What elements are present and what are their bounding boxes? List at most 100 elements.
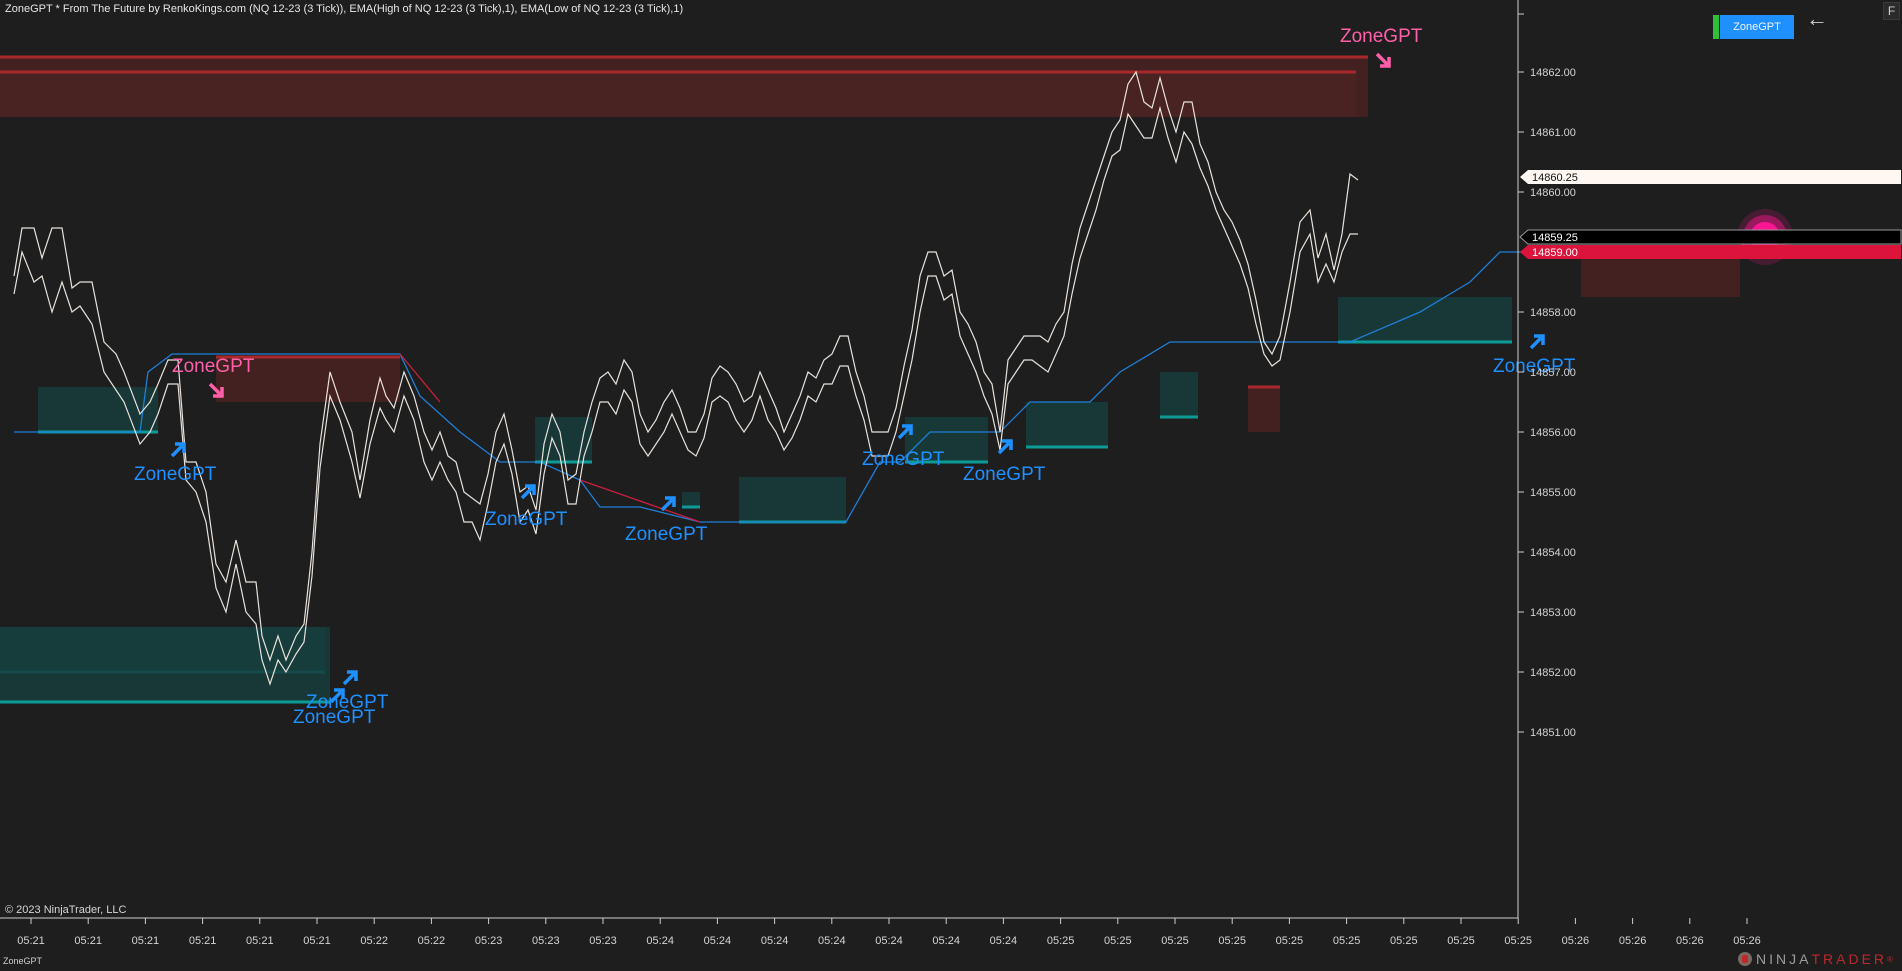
demand-zone [682,492,700,507]
buy-signal: ZoneGPT [862,424,945,470]
signal-label: ZoneGPT [172,356,255,377]
copyright-text: © 2023 NinjaTrader, LLC [5,904,127,916]
supply-zone [0,72,1356,117]
time-tick-label: 05:25 [1276,935,1304,947]
time-tick-label: 05:25 [1047,935,1075,947]
signals-layer: ZoneGPTZoneGPTZoneGPTZoneGPTZoneGPTZoneG… [134,26,1576,728]
time-tick-label: 05:21 [189,935,217,947]
signal-label: ZoneGPT [134,464,217,485]
price-tick-label: 14857.00 [1530,367,1576,379]
ema-line [13,70,1359,662]
buy-signal: ZoneGPT [293,688,376,728]
arrow-up-right-icon [997,439,1013,455]
demand-zone [739,477,846,522]
zonegpt-button-label: ZoneGPT [1720,15,1794,39]
demand-zone [905,417,988,462]
supply-zone [1248,387,1280,432]
signal-label: ZoneGPT [1493,356,1576,377]
price-tick-label: 14853.00 [1530,607,1576,619]
zonegpt-toggle-button[interactable]: ZoneGPT [1713,15,1794,39]
time-tick-label: 05:24 [704,935,732,947]
back-arrow-icon[interactable]: ← [1806,6,1828,31]
price-marker-red [1520,245,1901,259]
panel-name: ZoneGPT [3,956,43,966]
price-tick-label: 14852.00 [1530,667,1576,679]
time-tick-label: 05:21 [74,935,102,947]
signal-label: ZoneGPT [963,464,1046,485]
time-tick-label: 05:24 [646,935,674,947]
time-tick-label: 05:21 [132,935,160,947]
price-marker-label: 14859.00 [1532,247,1578,259]
time-tick-label: 05:21 [303,935,331,947]
trend-line-up [14,251,1738,523]
buy-signal: ZoneGPT [306,670,389,713]
time-tick-label: 05:23 [475,935,503,947]
time-tick-label: 05:21 [17,935,45,947]
time-tick-label: 05:21 [246,935,274,947]
time-tick-label: 05:24 [990,935,1018,947]
signal-label: ZoneGPT [485,509,568,530]
time-tick-label: 05:25 [1161,935,1189,947]
ninja-logo-icon [1738,952,1752,966]
sell-signal: ZoneGPT [1340,26,1423,68]
price-marker-label: 14859.25 [1532,232,1578,244]
price-tick-label: 14854.00 [1530,547,1576,559]
price-marker-dark [1519,229,1902,245]
time-axis: 05:21 05:21 05:21 05:21 05:21 05:21 05:22 05:22… [17,918,1761,947]
time-tick-label: 05:26 [1676,935,1704,947]
buy-signal: ZoneGPT [963,439,1046,485]
chart-title: ZoneGPT * From The Future by RenkoKings.… [5,3,684,15]
signal-label: ZoneGPT [306,692,389,713]
price-tick-label: 14851.00 [1530,727,1576,739]
arrow-up-right-icon [342,670,358,686]
price-series [13,70,1359,686]
supply-zone [216,357,400,402]
signal-label: ZoneGPT [1340,26,1423,47]
demand-zone [0,627,330,702]
buy-signal: ZoneGPT [1493,334,1576,377]
arrow-up-right-icon [520,484,536,500]
time-tick-label: 05:26 [1562,935,1590,947]
time-tick-label: 05:23 [532,935,560,947]
buy-signal: ZoneGPT [485,484,568,530]
signal-label: ZoneGPT [293,707,376,728]
demand-zone [1026,402,1108,447]
ninjatrader-logo: NINJA TRADER ® [1738,951,1896,967]
time-tick-label: 05:24 [932,935,960,947]
buy-signal: ZoneGPT [134,442,217,485]
f-button[interactable]: F [1883,2,1900,20]
arrow-up-right-icon [660,496,676,512]
signal-label: ZoneGPT [625,524,708,545]
arrow-down-right-icon [208,382,224,398]
ema-line [13,105,1358,686]
time-tick-label: 05:22 [360,935,388,947]
buy-signal: ZoneGPT [625,496,708,545]
demand-zone [38,387,158,432]
supply-zone [1581,252,1740,297]
demand-zone [1160,372,1198,417]
time-tick-label: 05:25 [1504,935,1532,947]
arrow-up-right-icon [1529,334,1545,350]
price-marker-light [1520,170,1901,184]
time-tick-label: 05:23 [589,935,617,947]
arrow-down-right-icon [1375,52,1391,68]
zones-layer [0,55,1740,704]
trend-line-down [579,479,701,523]
time-tick-label: 05:24 [818,935,846,947]
time-tick-label: 05:25 [1333,935,1361,947]
time-tick-label: 05:25 [1447,935,1475,947]
time-tick-label: 05:25 [1390,935,1418,947]
price-tick-label: 14856.00 [1530,427,1576,439]
price-tick-label: 14862.00 [1530,67,1576,79]
time-tick-label: 05:24 [875,935,903,947]
price-axis: 14862.00 14861.00 14860.00 14858.00 14857.00… [1518,67,1576,739]
arrow-up-right-icon [897,424,913,440]
status-indicator [1713,15,1719,39]
signal-label: ZoneGPT [862,449,945,470]
price-markers: 14860.25 14859.25 14859.00 [1519,170,1902,259]
time-tick-label: 05:25 [1104,935,1132,947]
price-tick-label: 14855.00 [1530,487,1576,499]
time-tick-label: 05:22 [418,935,446,947]
price-tick-label: 14861.00 [1530,127,1576,139]
